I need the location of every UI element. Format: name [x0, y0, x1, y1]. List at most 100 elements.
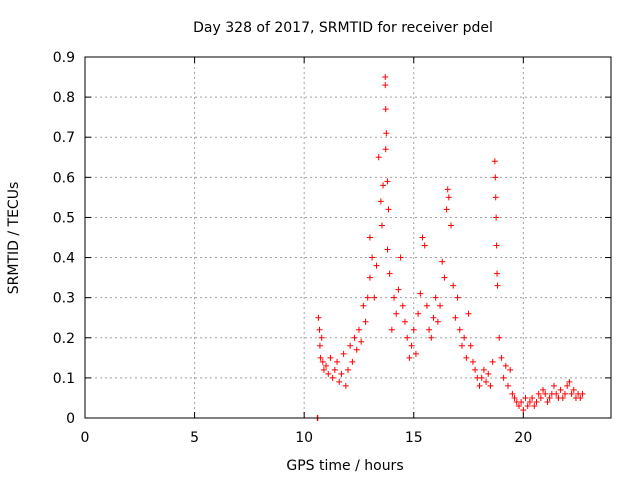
data-point	[524, 402, 531, 409]
data-point	[347, 342, 354, 349]
data-point	[383, 130, 390, 137]
data-point	[533, 398, 540, 405]
y-axis-label: SRMTID / TECUs	[6, 182, 22, 295]
data-point	[500, 374, 507, 381]
data-point	[426, 326, 433, 333]
data-point	[465, 310, 472, 317]
data-point	[492, 174, 499, 181]
data-point	[329, 374, 336, 381]
data-point	[366, 234, 373, 241]
data-point	[439, 258, 446, 265]
y-tick-label: 0.1	[53, 371, 75, 387]
data-point	[327, 354, 334, 361]
data-point	[463, 354, 470, 361]
data-point	[362, 318, 369, 325]
chart-title: Day 328 of 2017, SRMTID for receiver pde…	[193, 20, 493, 36]
data-point	[419, 234, 426, 241]
data-point	[504, 382, 511, 389]
data-point	[323, 362, 330, 369]
data-point	[382, 106, 389, 113]
data-point	[485, 370, 492, 377]
data-point	[491, 158, 498, 165]
data-point	[493, 242, 500, 249]
data-point	[432, 294, 439, 301]
x-tick-label: 20	[514, 430, 532, 446]
data-point	[325, 370, 332, 377]
data-point	[494, 282, 501, 289]
data-point	[316, 342, 323, 349]
data-point	[520, 406, 527, 413]
x-tick-label: 10	[295, 430, 313, 446]
data-point	[355, 326, 362, 333]
y-tick-label: 0.4	[53, 251, 75, 267]
data-point	[454, 294, 461, 301]
y-tick-label: 0.5	[53, 210, 75, 226]
data-point	[366, 274, 373, 281]
data-point	[384, 178, 391, 185]
data-point	[483, 378, 490, 385]
data-point	[566, 378, 573, 385]
data-point	[342, 382, 349, 389]
data-point	[450, 282, 457, 289]
data-point	[316, 326, 323, 333]
data-point	[544, 398, 551, 405]
data-point	[412, 350, 419, 357]
data-point	[557, 386, 564, 393]
data-point	[553, 390, 560, 397]
data-point	[537, 394, 544, 401]
data-point	[410, 326, 417, 333]
data-point	[430, 314, 437, 321]
data-point	[487, 382, 494, 389]
data-point	[515, 402, 522, 409]
data-point	[334, 358, 341, 365]
data-point	[382, 74, 389, 81]
data-point	[318, 334, 325, 341]
data-point	[338, 370, 345, 377]
data-point	[480, 366, 487, 373]
data-point	[498, 354, 505, 361]
data-point	[393, 310, 400, 317]
y-tick-label: 0.2	[53, 331, 75, 347]
data-point	[373, 262, 380, 269]
data-point	[579, 390, 586, 397]
data-point	[542, 390, 549, 397]
data-point	[448, 222, 455, 229]
data-point	[445, 194, 452, 201]
y-tick-label: 0.9	[53, 50, 75, 66]
data-point	[428, 334, 435, 341]
data-point	[319, 358, 326, 365]
data-point	[404, 334, 411, 341]
data-point	[434, 318, 441, 325]
data-point	[476, 382, 483, 389]
data-point	[469, 358, 476, 365]
data-point	[472, 366, 479, 373]
data-point	[577, 394, 584, 401]
data-point	[336, 378, 343, 385]
data-point	[570, 386, 577, 393]
data-point	[526, 398, 533, 405]
data-point	[421, 242, 428, 249]
data-point	[522, 394, 529, 401]
data-point	[375, 154, 382, 161]
data-point	[406, 354, 413, 361]
data-point	[531, 402, 538, 409]
data-point	[540, 386, 547, 393]
data-point	[384, 246, 391, 253]
data-point	[496, 334, 503, 341]
data-point	[561, 390, 568, 397]
data-point	[382, 82, 389, 89]
data-point	[345, 366, 351, 373]
data-point	[507, 366, 514, 373]
data-point	[399, 302, 406, 309]
axis-ticks: 0 0.1 0.2 0.3 0.4 0.5 0.6 0.7 0.8 0.9 0 5 10 15 20	[53, 50, 611, 446]
y-tick-label: 0.3	[53, 291, 75, 307]
data-point	[415, 310, 422, 317]
data-point	[423, 302, 430, 309]
data-point	[380, 182, 387, 189]
data-point	[317, 354, 324, 361]
data-point	[559, 394, 566, 401]
data-point	[320, 366, 327, 373]
data-point	[378, 222, 385, 229]
data-point	[351, 334, 358, 341]
